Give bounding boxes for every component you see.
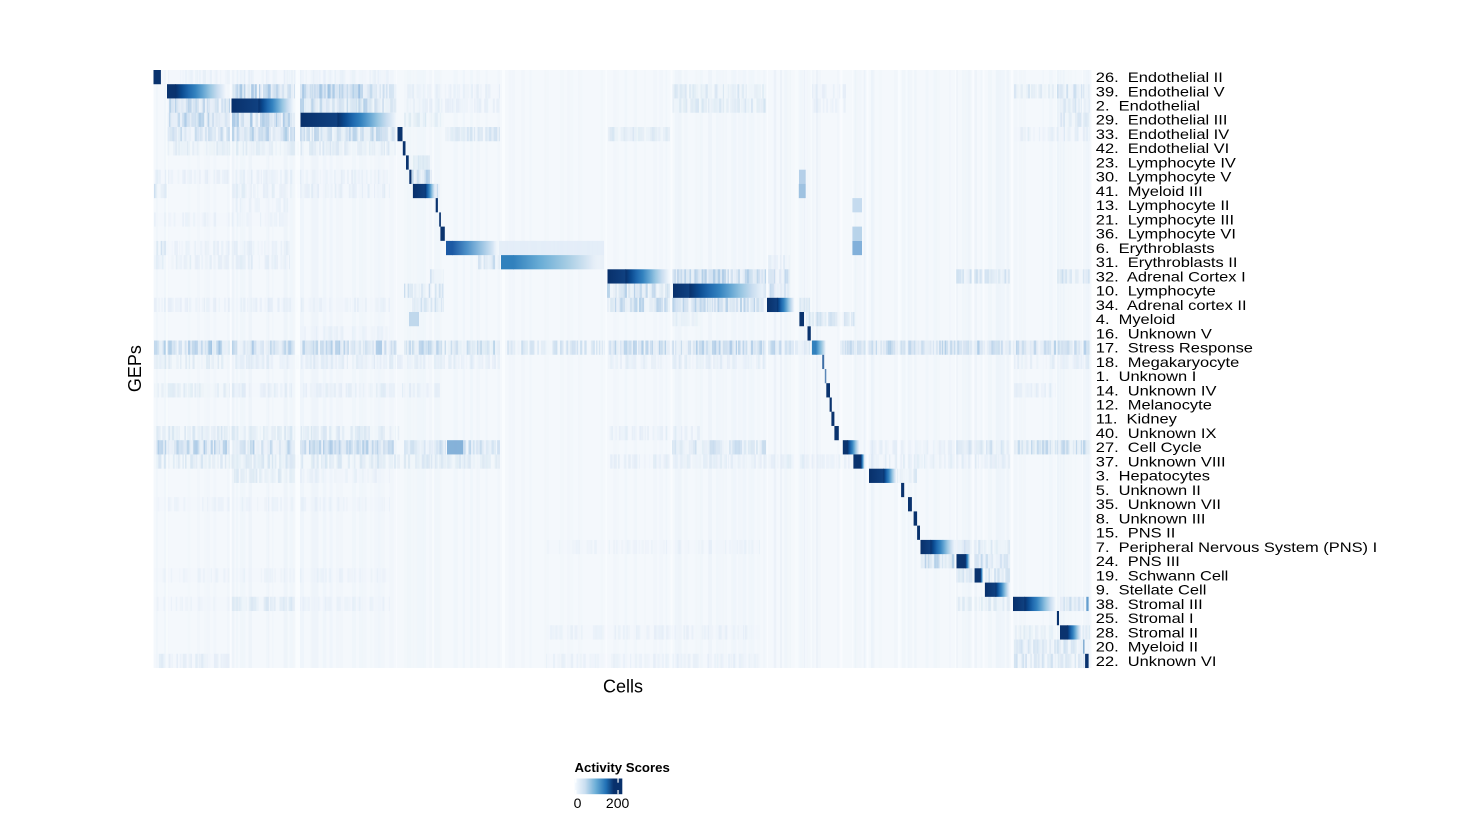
svg-text:35. Unknown VII: 35. Unknown VII xyxy=(1096,497,1221,512)
svg-text:Cells: Cells xyxy=(603,676,643,696)
svg-text:39. Endothelial V: 39. Endothelial V xyxy=(1096,85,1225,100)
svg-text:30. Lymphocyte V: 30. Lymphocyte V xyxy=(1096,170,1232,185)
svg-text:200: 200 xyxy=(606,795,630,811)
svg-text:12. Melanocyte: 12. Melanocyte xyxy=(1096,398,1212,413)
svg-text:24. PNS III: 24. PNS III xyxy=(1096,554,1180,569)
svg-text:5. Unknown II: 5. Unknown II xyxy=(1096,483,1201,498)
svg-text:25. Stromal I: 25. Stromal I xyxy=(1096,611,1194,626)
svg-text:9. Stellate Cell: 9. Stellate Cell xyxy=(1096,583,1207,598)
svg-text:Activity Scores: Activity Scores xyxy=(575,760,670,775)
svg-text:0: 0 xyxy=(574,795,582,811)
svg-text:37. Unknown VIII: 37. Unknown VIII xyxy=(1096,455,1226,470)
svg-text:17. Stress Response: 17. Stress Response xyxy=(1096,341,1253,356)
svg-text:1. Unknown I: 1. Unknown I xyxy=(1096,369,1197,384)
svg-text:20. Myeloid II: 20. Myeloid II xyxy=(1096,640,1198,655)
svg-text:8. Unknown III: 8. Unknown III xyxy=(1096,512,1206,527)
svg-text:6. Erythroblasts: 6. Erythroblasts xyxy=(1096,241,1215,256)
svg-text:41. Myeloid III: 41. Myeloid III xyxy=(1096,184,1203,199)
svg-text:16. Unknown V: 16. Unknown V xyxy=(1096,327,1212,342)
svg-text:42. Endothelial VI: 42. Endothelial VI xyxy=(1096,141,1229,156)
svg-text:33. Endothelial IV: 33. Endothelial IV xyxy=(1096,127,1229,142)
svg-text:31. Erythroblasts II: 31. Erythroblasts II xyxy=(1096,255,1238,270)
svg-text:36. Lymphocyte VI: 36. Lymphocyte VI xyxy=(1096,227,1236,242)
svg-text:3. Hepatocytes: 3. Hepatocytes xyxy=(1096,469,1210,484)
svg-text:18. Megakaryocyte: 18. Megakaryocyte xyxy=(1096,355,1239,370)
svg-text:13. Lymphocyte II: 13. Lymphocyte II xyxy=(1096,198,1230,213)
svg-text:28. Stromal II: 28. Stromal II xyxy=(1096,626,1198,641)
svg-text:22. Unknown VI: 22. Unknown VI xyxy=(1096,654,1217,669)
svg-text:4. Myeloid: 4. Myeloid xyxy=(1096,312,1175,327)
svg-text:10. Lymphocyte: 10. Lymphocyte xyxy=(1096,284,1216,299)
svg-text:2. Endothelial: 2. Endothelial xyxy=(1096,99,1200,114)
svg-text:21. Lymphocyte III: 21. Lymphocyte III xyxy=(1096,213,1234,228)
svg-text:29. Endothelial III: 29. Endothelial III xyxy=(1096,113,1228,128)
svg-text:26. Endothelial II: 26. Endothelial II xyxy=(1096,70,1223,85)
svg-text:14. Unknown IV: 14. Unknown IV xyxy=(1096,384,1217,399)
svg-text:34. Adrenal cortex II: 34. Adrenal cortex II xyxy=(1096,298,1247,313)
svg-text:15. PNS II: 15. PNS II xyxy=(1096,526,1175,541)
svg-text:GEPs: GEPs xyxy=(125,345,145,392)
svg-text:19. Schwann Cell: 19. Schwann Cell xyxy=(1096,569,1228,584)
svg-text:23. Lymphocyte IV: 23. Lymphocyte IV xyxy=(1096,156,1236,171)
svg-text:38. Stromal III: 38. Stromal III xyxy=(1096,597,1203,612)
svg-text:27. Cell Cycle: 27. Cell Cycle xyxy=(1096,440,1202,455)
svg-text:40. Unknown IX: 40. Unknown IX xyxy=(1096,426,1217,441)
svg-text:11. Kidney: 11. Kidney xyxy=(1096,412,1178,427)
svg-text:7. Peripheral Nervous System: 7. Peripheral Nervous System (PNS) I xyxy=(1096,540,1377,555)
svg-text:32. Adrenal Cortex I: 32. Adrenal Cortex I xyxy=(1096,270,1246,285)
